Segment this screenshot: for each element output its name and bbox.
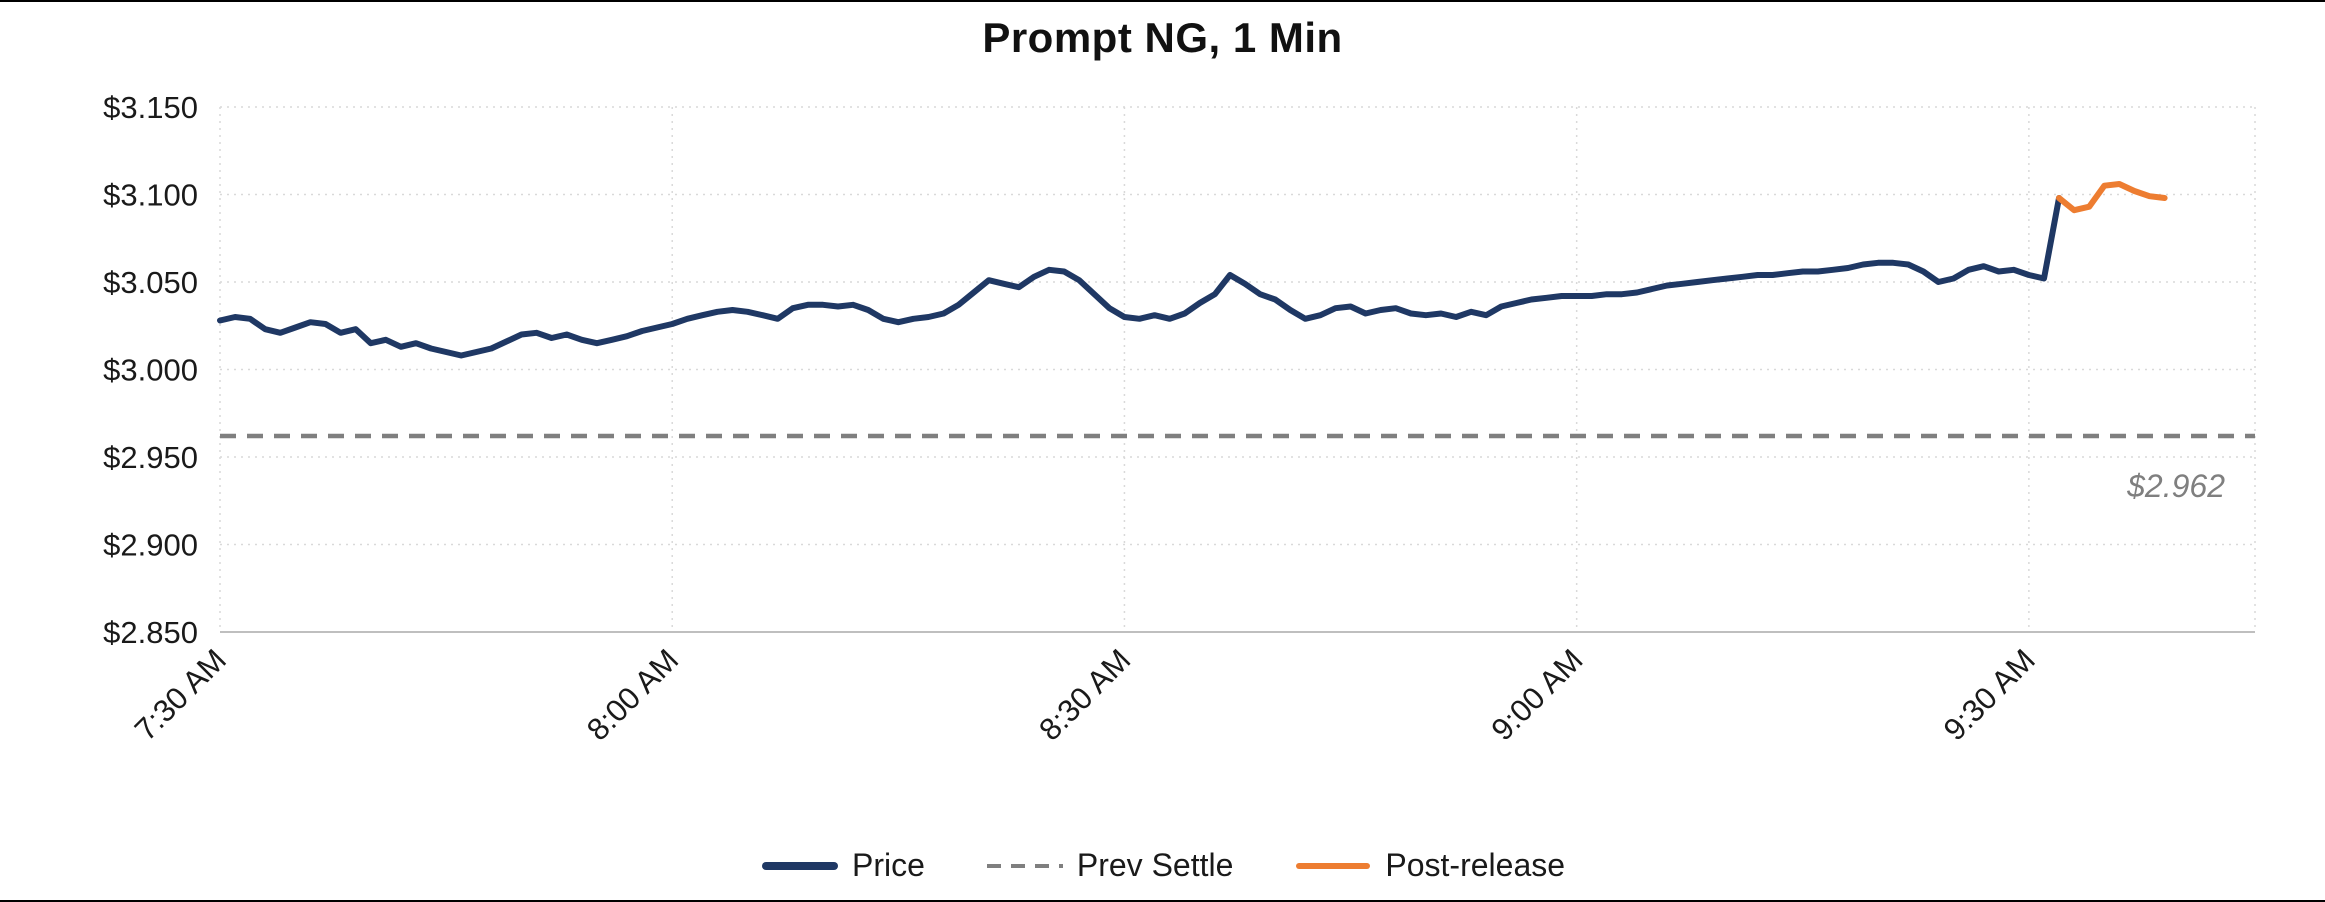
legend-label-post-release: Post-release xyxy=(1385,847,1566,883)
x-tick-label-group: 8:30 AM xyxy=(1032,642,1137,747)
x-tick-label-group: 9:00 AM xyxy=(1484,642,1589,747)
y-tick-label: $3.150 xyxy=(103,90,198,125)
legend-item-post-release[interactable]: Post-release xyxy=(1293,847,1565,884)
x-tick-label: 8:30 AM xyxy=(1032,642,1137,747)
x-tick-label-group: 8:00 AM xyxy=(580,642,685,747)
post-release-line-icon xyxy=(1296,862,1371,869)
x-tick-label-group: 7:30 AM xyxy=(128,642,233,747)
legend-label-price: Price xyxy=(851,847,925,883)
legend-label-prev-settle: Prev Settle xyxy=(1076,847,1234,883)
y-tick-label: $2.850 xyxy=(103,615,198,650)
y-tick-label: $3.000 xyxy=(103,353,198,388)
prev-settle-annotation: $2.962 xyxy=(2127,468,2225,504)
series-line-price[interactable] xyxy=(217,195,2062,359)
y-tick-label: $3.050 xyxy=(103,265,198,300)
legend: Price Prev Settle Post-release xyxy=(0,847,2325,884)
x-tick-label-group: 9:30 AM xyxy=(1937,642,2042,747)
chart-title: Prompt NG, 1 Min xyxy=(982,14,1343,61)
x-tick-label: 7:30 AM xyxy=(128,642,233,747)
y-tick-label: $2.900 xyxy=(103,528,198,563)
x-tick-label: 9:30 AM xyxy=(1937,642,2042,747)
series-line-post-release[interactable] xyxy=(2056,181,2168,214)
legend-item-prev-settle[interactable]: Prev Settle xyxy=(985,847,1234,884)
legend-item-price[interactable]: Price xyxy=(760,847,925,884)
y-tick-label: $2.950 xyxy=(103,440,198,475)
prev-settle-dashed-line-icon xyxy=(986,863,1063,868)
y-tick-label: $3.100 xyxy=(103,178,198,213)
price-line-icon xyxy=(761,861,838,870)
x-tick-label: 8:00 AM xyxy=(580,642,685,747)
x-tick-label: 9:00 AM xyxy=(1484,642,1589,747)
